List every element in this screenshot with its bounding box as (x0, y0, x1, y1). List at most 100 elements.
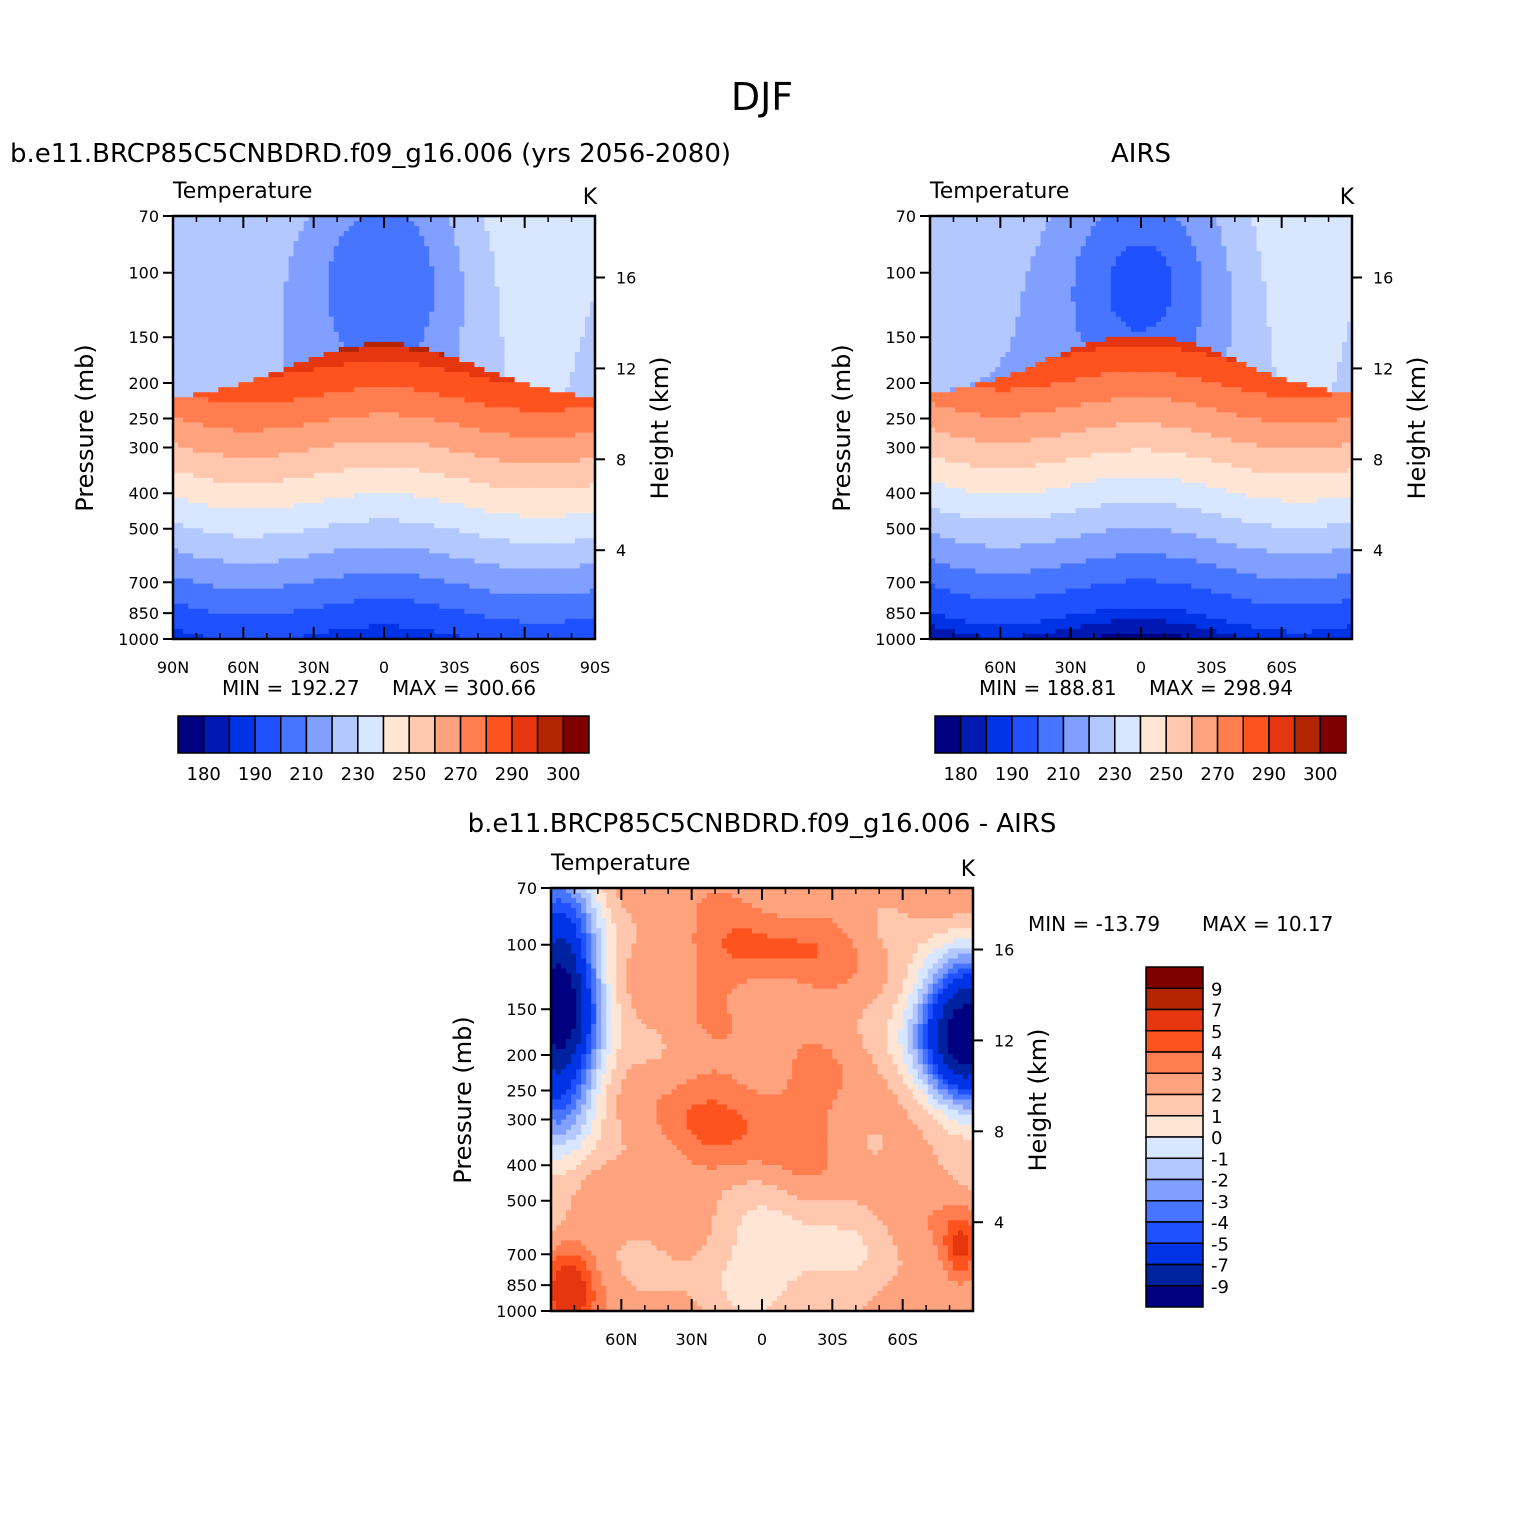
field-cell (233, 271, 239, 278)
field-cell (434, 311, 440, 318)
field-cell (474, 377, 481, 383)
field-cell (218, 492, 224, 499)
field-cell (554, 266, 561, 272)
field-cell (469, 341, 476, 348)
field-cell (569, 321, 576, 328)
field-cell (514, 417, 521, 424)
field-cell (509, 442, 516, 449)
field-cell (298, 316, 305, 323)
field-cell (298, 498, 305, 504)
field-cell (534, 437, 541, 444)
field-cell (414, 427, 420, 434)
field-cell (529, 482, 536, 489)
field-cell (424, 266, 430, 272)
field-cell (404, 321, 410, 328)
field-cell (193, 503, 199, 509)
field-cell (394, 402, 400, 408)
field-cell (363, 321, 370, 328)
field-cell (399, 447, 405, 454)
field-cell (328, 266, 335, 272)
field-cell (308, 387, 315, 393)
field-cell (454, 427, 460, 434)
field-cell (439, 216, 445, 222)
field-cell (449, 472, 455, 479)
field-cell (474, 341, 481, 348)
field-cell (258, 382, 265, 388)
field-cell (549, 281, 556, 288)
field-cell (298, 467, 305, 474)
field-cell (454, 402, 460, 408)
field-cell (524, 467, 531, 474)
field-cell (288, 351, 295, 358)
field-cell (243, 407, 249, 413)
field-cell (454, 231, 460, 237)
field-cell (454, 362, 460, 368)
field-cell (213, 377, 219, 383)
field-cell (579, 432, 586, 439)
field-cell (358, 472, 365, 479)
field-cell (559, 336, 566, 343)
field-cell (203, 377, 209, 383)
field-cell (509, 276, 516, 283)
field-cell (534, 417, 541, 424)
field-cell (278, 296, 285, 303)
field-cell (323, 377, 330, 383)
field-cell (449, 251, 455, 257)
field-cell (323, 281, 330, 288)
field-cell (509, 422, 516, 429)
field-cell (368, 221, 375, 227)
field-cell (589, 508, 595, 514)
field-cell (499, 276, 506, 283)
field-cell (348, 508, 355, 514)
field-cell (218, 271, 224, 278)
field-cell (569, 261, 576, 267)
field-cell (429, 281, 435, 288)
field-cell (449, 226, 455, 232)
field-cell (504, 216, 511, 222)
field-cell (333, 513, 340, 519)
field-cell (368, 372, 375, 378)
field-cell (248, 266, 254, 272)
field-cell (283, 387, 290, 393)
field-cell (519, 382, 526, 388)
field-cell (223, 296, 229, 303)
field-cell (559, 503, 566, 509)
field-cell (338, 316, 345, 323)
field-cell (203, 221, 209, 227)
field-cell (293, 432, 300, 439)
field-cell (459, 221, 465, 227)
field-cell (298, 241, 305, 247)
field-cell (363, 331, 370, 338)
field-cell (504, 407, 511, 413)
field-cell (559, 392, 566, 398)
field-cell (373, 397, 380, 403)
field-cell (198, 402, 204, 408)
field-cell (499, 301, 506, 308)
field-cell (233, 256, 239, 262)
field-cell (193, 316, 199, 323)
field-cell (363, 382, 370, 388)
field-cell (389, 472, 395, 479)
field-cell (328, 331, 335, 338)
field-cell (549, 251, 556, 257)
field-cell (489, 387, 496, 393)
field-cell (318, 301, 325, 308)
field-cell (549, 392, 556, 398)
field-cell (333, 417, 340, 424)
field-cell (559, 357, 566, 363)
field-cell (373, 503, 380, 509)
field-cell (419, 372, 425, 378)
field-cell (449, 231, 455, 237)
field-cell (208, 437, 214, 444)
field-cell (549, 276, 556, 283)
field-cell (268, 477, 275, 484)
field-cell (368, 392, 375, 398)
field-cell (559, 346, 566, 353)
field-cell (434, 372, 440, 378)
field-cell (188, 447, 194, 454)
field-cell (218, 387, 224, 393)
field-cell (489, 261, 496, 267)
field-cell (278, 281, 285, 288)
field-cell (263, 477, 270, 484)
field-cell (469, 392, 476, 398)
